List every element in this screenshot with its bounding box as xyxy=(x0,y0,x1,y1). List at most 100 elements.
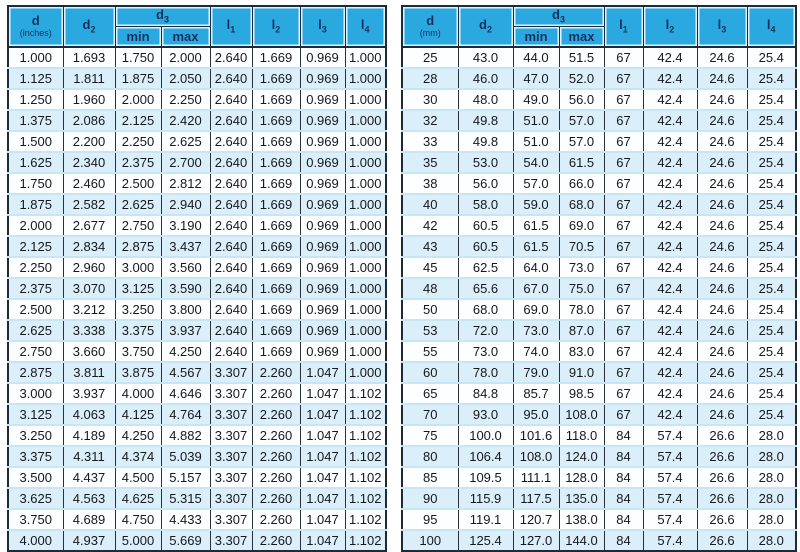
table-cell: 3.307 xyxy=(209,508,253,530)
table-cell: 118.0 xyxy=(558,424,605,446)
col-header-d-label: d xyxy=(31,13,40,29)
table-cell: 1.047 xyxy=(299,508,346,530)
table-cell: 67 xyxy=(603,67,644,89)
table-cell: 95 xyxy=(401,508,459,530)
table-cell: 25.4 xyxy=(746,130,797,152)
table-cell: 25.4 xyxy=(746,235,797,257)
table-cell: 2.050 xyxy=(160,67,211,89)
table-cell: 1.125 xyxy=(7,67,64,89)
table-cell: 2.640 xyxy=(209,340,253,362)
table-cell: 65 xyxy=(401,382,459,404)
table-cell: 4.189 xyxy=(62,424,116,446)
table-cell: 67 xyxy=(603,256,644,278)
table-cell: 42.4 xyxy=(642,361,698,383)
table-cell: 1.669 xyxy=(251,277,301,299)
table-cell: 24.6 xyxy=(696,193,748,215)
table-cell: 65.6 xyxy=(457,277,514,299)
table-cell: 42.4 xyxy=(642,298,698,320)
table-cell: 4.063 xyxy=(62,403,116,425)
table-cell: 57.0 xyxy=(558,130,605,152)
table-cell: 57.4 xyxy=(642,445,698,467)
table-cell: 24.6 xyxy=(696,88,748,110)
table-row: 80 106.4 108.0 124.0 84 57.4 26.6 28.0 xyxy=(401,445,797,467)
table-cell: 2.640 xyxy=(209,130,253,152)
table-cell: 28.0 xyxy=(746,466,797,488)
table-cell: 30 xyxy=(401,88,459,110)
table-cell: 2.460 xyxy=(62,172,116,194)
table-row: 1.875 2.582 2.625 2.940 2.640 1.669 0.969 1.000 xyxy=(7,193,387,215)
table-row: 65 84.8 85.7 98.5 67 42.4 24.6 25.4 xyxy=(401,382,797,404)
table-cell: 87.0 xyxy=(558,319,605,341)
table-cell: 1.047 xyxy=(299,487,346,509)
table-cell: 57.4 xyxy=(642,487,698,509)
table-cell: 1.000 xyxy=(344,277,387,299)
table-cell: 3.937 xyxy=(160,319,211,341)
table-cell: 3.250 xyxy=(7,424,64,446)
table-row: 95 119.1 120.7 138.0 84 57.4 26.6 28.0 xyxy=(401,508,797,530)
table-cell: 3.375 xyxy=(114,319,162,341)
table-cell: 3.811 xyxy=(62,361,116,383)
table-row: 32 49.8 51.0 57.0 67 42.4 24.6 25.4 xyxy=(401,109,797,131)
table-cell: 42.4 xyxy=(642,235,698,257)
table-cell: 25.4 xyxy=(746,109,797,131)
table-cell: 67 xyxy=(603,235,644,257)
table-cell: 2.640 xyxy=(209,214,253,236)
table-cell: 2.260 xyxy=(251,382,301,404)
table-cell: 49.8 xyxy=(457,130,514,152)
table-cell: 3.125 xyxy=(114,277,162,299)
table-row: 50 68.0 69.0 78.0 67 42.4 24.6 25.4 xyxy=(401,298,797,320)
table-row: 2.750 3.660 3.750 4.250 2.640 1.669 0.969 1.000 xyxy=(7,340,387,362)
table-cell: 5.039 xyxy=(160,445,211,467)
table-row: 2.250 2.960 3.000 3.560 2.640 1.669 0.969 1.000 xyxy=(7,256,387,278)
table-row: 3.250 4.189 4.250 4.882 3.307 2.260 1.047 1.102 xyxy=(7,424,387,446)
table-cell: 0.969 xyxy=(299,46,346,68)
table-cell: 1.000 xyxy=(344,340,387,362)
table-cell: 1.811 xyxy=(62,67,116,89)
table-cell: 48.0 xyxy=(457,88,514,110)
table-row: 2.875 3.811 3.875 4.567 3.307 2.260 1.047 1.000 xyxy=(7,361,387,383)
table-cell: 67 xyxy=(603,319,644,341)
table-row: 1.000 1.693 1.750 2.000 2.640 1.669 0.969 1.000 xyxy=(7,46,387,68)
table-cell: 135.0 xyxy=(558,487,605,509)
table-cell: 1.669 xyxy=(251,88,301,110)
table-cell: 109.5 xyxy=(457,466,514,488)
table-cell: 2.260 xyxy=(251,445,301,467)
table-cell: 85.7 xyxy=(512,382,560,404)
table-cell: 26.6 xyxy=(696,508,748,530)
table-cell: 1.047 xyxy=(299,445,346,467)
table-cell: 115.9 xyxy=(457,487,514,509)
table-cell: 24.6 xyxy=(696,172,748,194)
table-row: 2.125 2.834 2.875 3.437 2.640 1.669 0.969 1.000 xyxy=(7,235,387,257)
table-cell: 49.8 xyxy=(457,109,514,131)
table-cell: 2.875 xyxy=(7,361,64,383)
mm-table-body: 25 43.0 44.0 51.5 67 42.4 24.6 25.4 28 46.0 47.0 52… xyxy=(401,46,797,551)
col-header-l1: l1 xyxy=(209,5,253,48)
table-row: 2.375 3.070 3.125 3.590 2.640 1.669 0.969 1.000 xyxy=(7,277,387,299)
table-cell: 1.047 xyxy=(299,466,346,488)
table-cell: 2.260 xyxy=(251,529,301,551)
table-cell: 4.882 xyxy=(160,424,211,446)
table-row: 60 78.0 79.0 91.0 67 42.4 24.6 25.4 xyxy=(401,361,797,383)
table-cell: 95.0 xyxy=(512,403,560,425)
table-cell: 2.640 xyxy=(209,172,253,194)
table-cell: 2.420 xyxy=(160,109,211,131)
table-cell: 84 xyxy=(603,445,644,467)
table-cell: 0.969 xyxy=(299,214,346,236)
table-cell: 70 xyxy=(401,403,459,425)
table-cell: 2.375 xyxy=(114,151,162,173)
table-cell: 42.4 xyxy=(642,88,698,110)
table-cell: 3.250 xyxy=(114,298,162,320)
table-cell: 24.6 xyxy=(696,298,748,320)
table-cell: 91.0 xyxy=(558,361,605,383)
table-row: 90 115.9 117.5 135.0 84 57.4 26.6 28.0 xyxy=(401,487,797,509)
table-cell: 2.250 xyxy=(160,88,211,110)
table-cell: 1.669 xyxy=(251,214,301,236)
table-cell: 1.102 xyxy=(344,487,387,509)
table-cell: 3.660 xyxy=(62,340,116,362)
table-row: 2.500 3.212 3.250 3.800 2.640 1.669 0.969 1.000 xyxy=(7,298,387,320)
table-cell: 5.315 xyxy=(160,487,211,509)
table-cell: 0.969 xyxy=(299,298,346,320)
table-cell: 1.250 xyxy=(7,88,64,110)
table-cell: 57.0 xyxy=(558,109,605,131)
table-cell: 32 xyxy=(401,109,459,131)
